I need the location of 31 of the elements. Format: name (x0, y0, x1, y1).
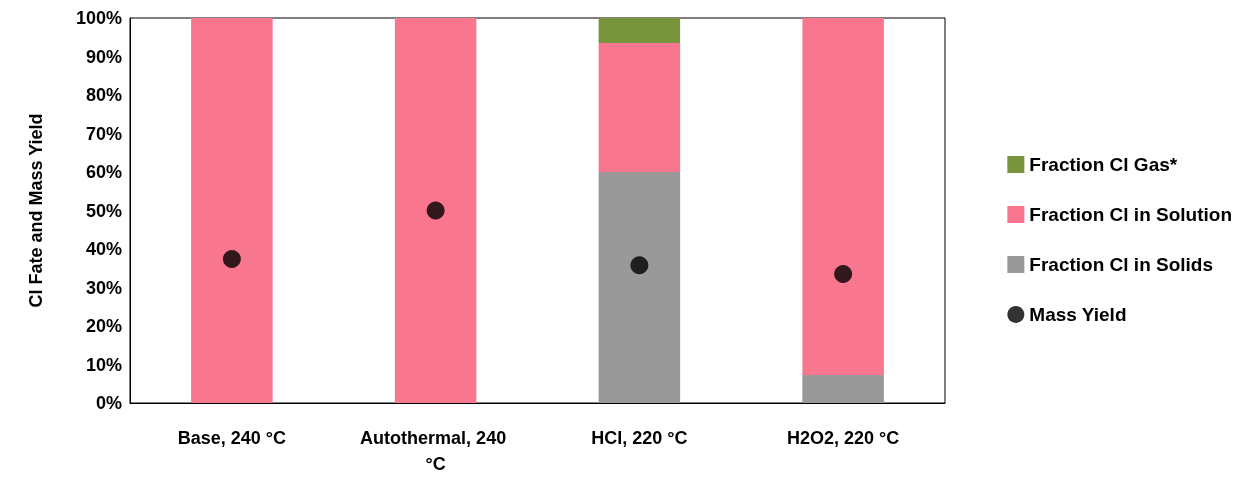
point (630, 256, 649, 275)
bar (394, 18, 477, 403)
bar (598, 172, 681, 403)
point (222, 250, 241, 268)
x-tick-label: H2O2, 220 °C (786, 428, 900, 448)
legend-label: Fraction Cl in Solution (1029, 204, 1232, 225)
y-tick-label: 100% (75, 8, 122, 28)
point (426, 201, 445, 220)
y-axis-title: Cl Fate and Mass Yield (26, 113, 46, 308)
x-tick-label: Autothermal, 240 °C (360, 428, 512, 474)
y-tick-label: 90% (85, 46, 122, 67)
y-tick-label: 40% (85, 239, 122, 259)
y-tick-label: 70% (85, 123, 122, 144)
bar (802, 18, 884, 375)
x-tick-label: Base, 240 °C (177, 428, 287, 448)
x-tick-label: HCl, 220 °C (591, 428, 688, 448)
y-tick-label: 30% (85, 277, 122, 298)
y-tick-label: 10% (85, 354, 122, 375)
y-tick-label: 50% (85, 200, 122, 221)
bar (598, 18, 681, 44)
point (834, 265, 853, 284)
legend-label: Mass Yield (1029, 304, 1127, 325)
y-tick-label: 20% (85, 316, 122, 336)
bar (191, 18, 273, 403)
legend-label: Fraction Cl Gas* (1029, 154, 1178, 175)
bar (598, 43, 681, 172)
y-tick-label: 0% (95, 393, 122, 413)
y-tick-label: 60% (85, 162, 122, 182)
y-tick-label: 80% (85, 85, 122, 105)
bar (802, 374, 884, 403)
legend-label: Fraction Cl in Solids (1029, 254, 1214, 275)
